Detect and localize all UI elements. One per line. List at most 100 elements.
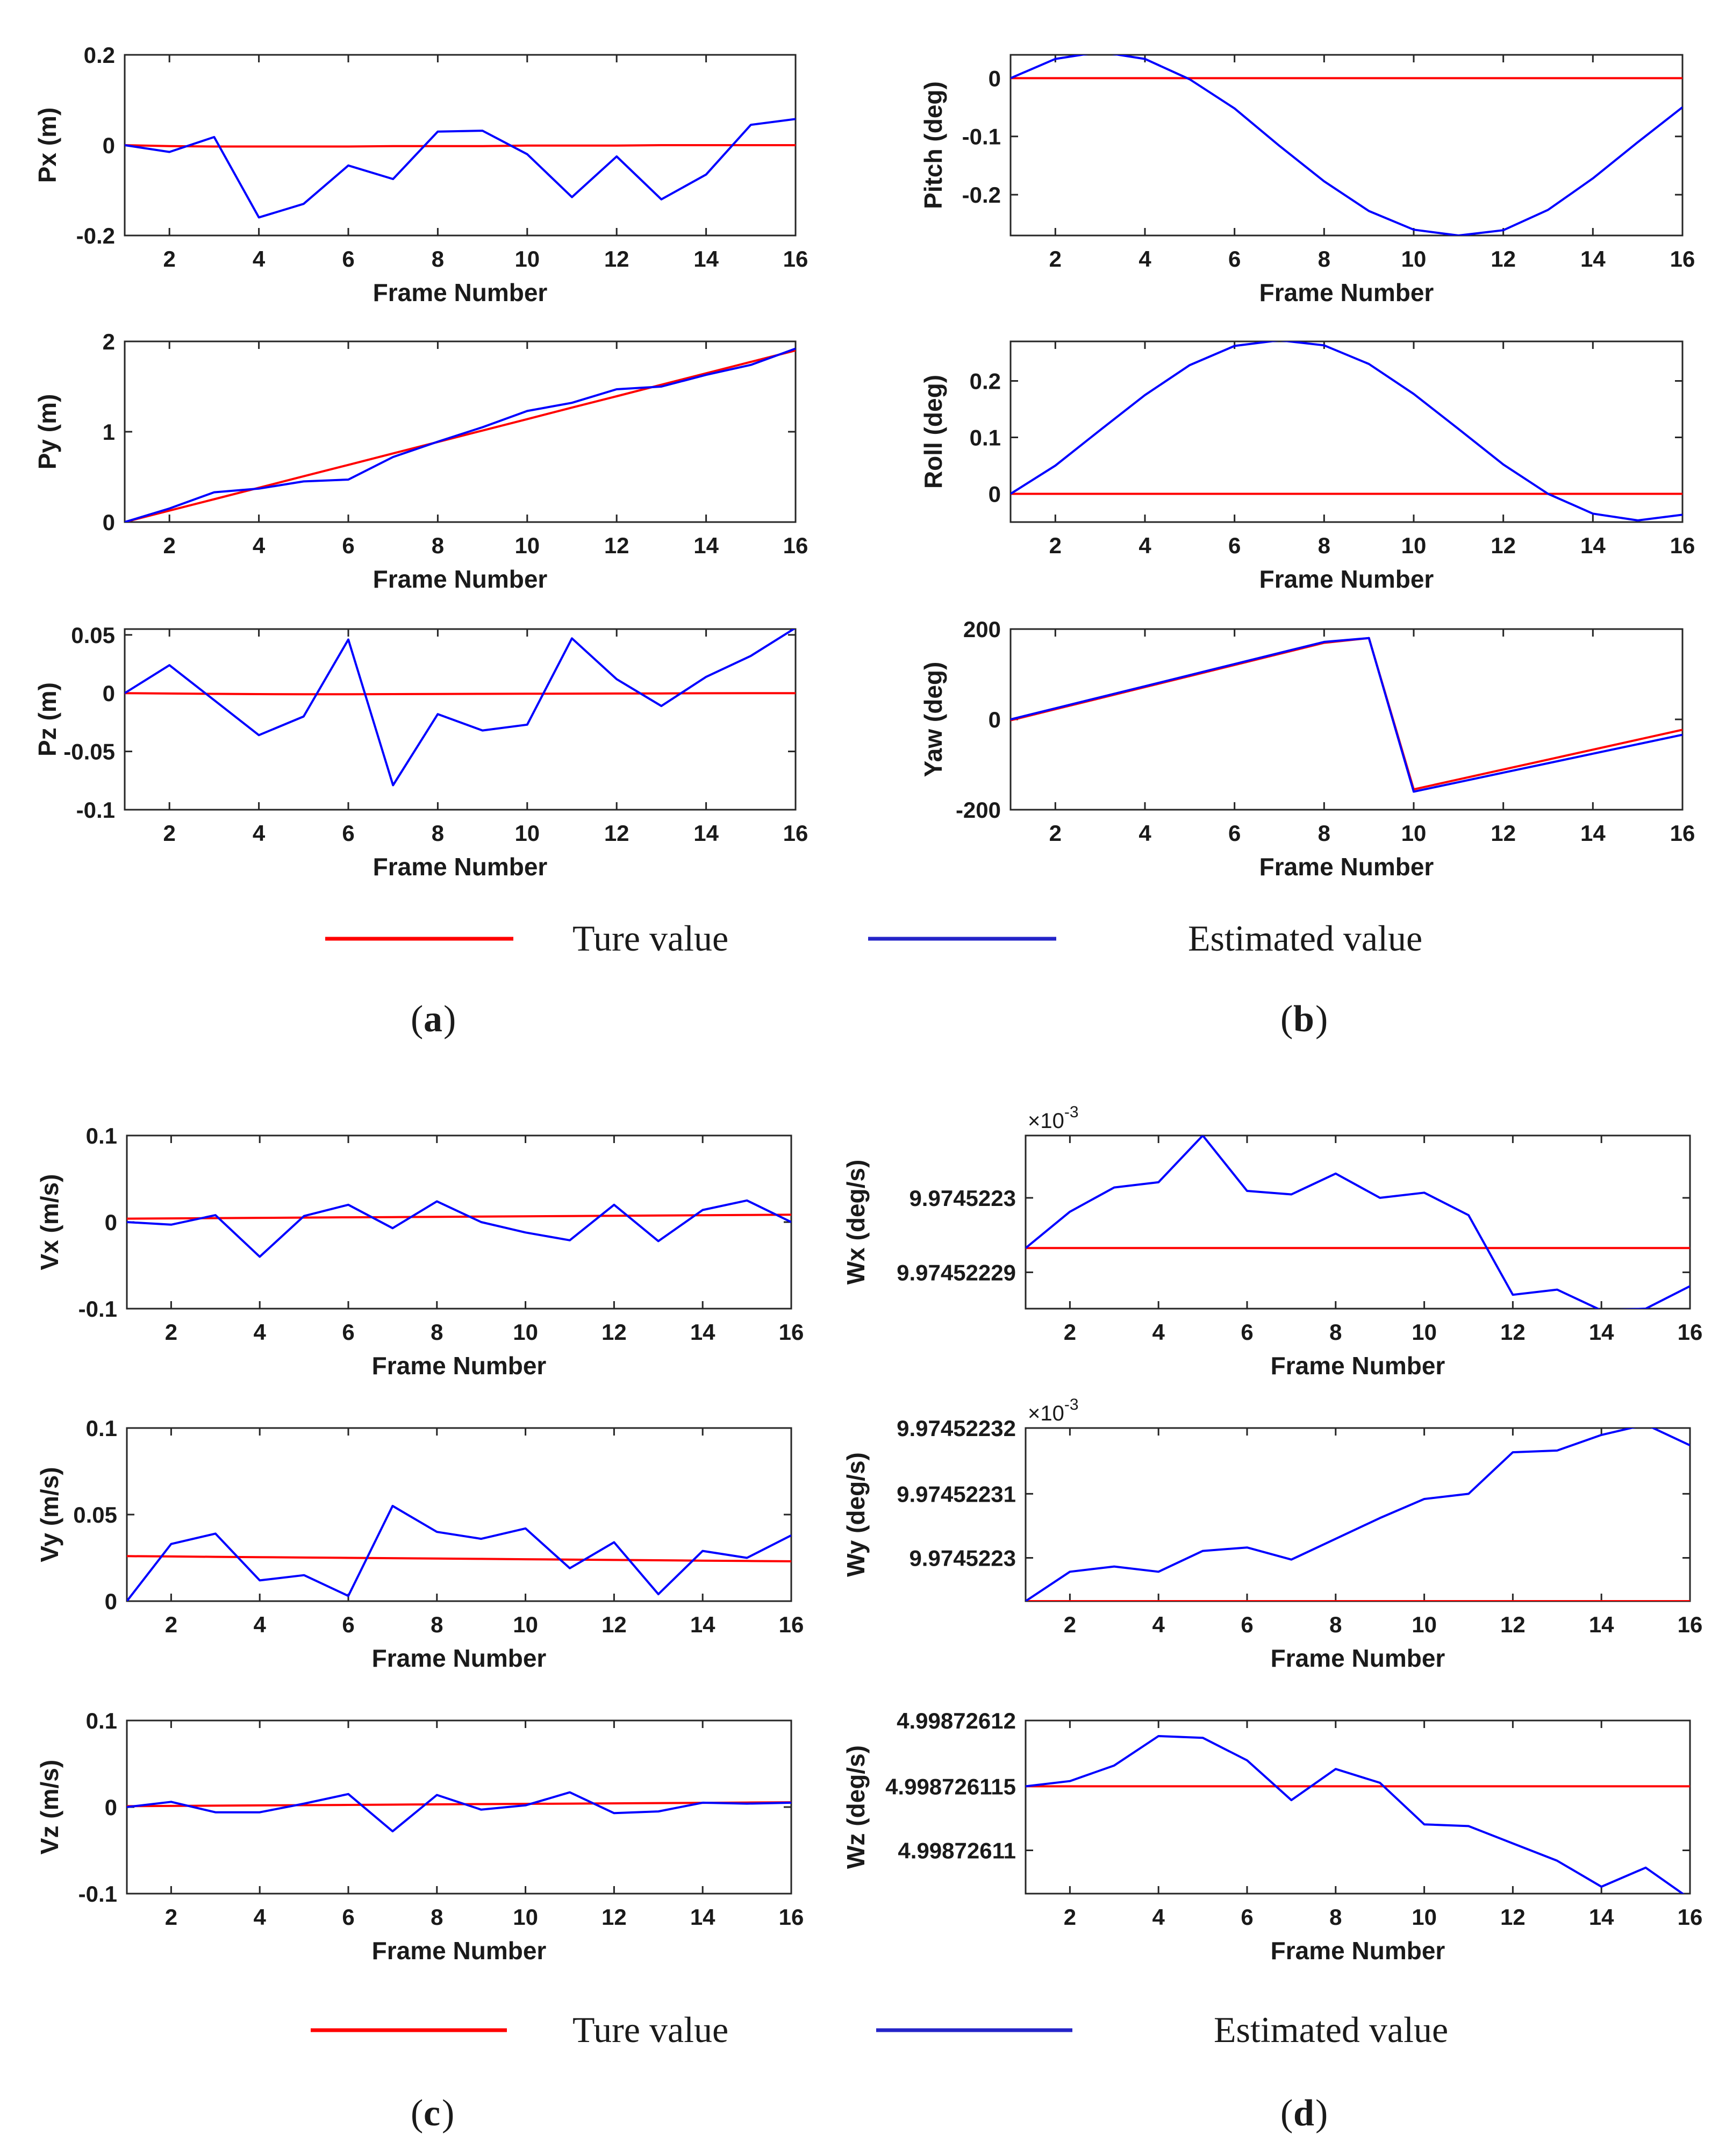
x-tick-label: 16 [1670, 533, 1695, 558]
y-tick-label: 9.97452231 [897, 1481, 1016, 1507]
svg-text:(: ( [411, 998, 423, 1040]
x-axis-label: Frame Number [373, 853, 548, 881]
y-axis-label: Py (m) [33, 394, 61, 470]
y-tick-label: -0.1 [76, 797, 115, 823]
plot-area [1025, 1719, 1691, 1895]
x-tick-label: 8 [1329, 1612, 1342, 1637]
caption-a-letter: a [424, 998, 442, 1040]
y-tick-label: 0.05 [73, 1502, 117, 1527]
caption-b-letter: b [1293, 998, 1314, 1040]
series-line-estimated [127, 1504, 791, 1601]
plot-area [124, 340, 797, 523]
x-tick-label: 14 [690, 1612, 715, 1637]
x-tick-label: 10 [513, 1904, 538, 1930]
x-axis-label: Frame Number [372, 1937, 547, 1965]
y-tick-label: 9.9745223 [909, 1546, 1016, 1571]
x-tick-label: 8 [431, 1904, 443, 1930]
y-tick-label: -200 [956, 797, 1001, 823]
series-line-estimated [1011, 341, 1682, 522]
y-tick-label: 0.2 [970, 369, 1001, 394]
caption-d: ( d ) [1280, 2093, 1328, 2134]
chart-pz: 2 4 6 8 10 12 14 16 -0.1 -0.05 0 0.05 Frame Number Pz… [33, 623, 808, 881]
x-tick-label: 14 [1589, 1904, 1614, 1930]
series-line-estimated [1011, 55, 1682, 235]
caption-a: ( a ) [411, 998, 456, 1040]
x-tick-label: 16 [783, 246, 808, 272]
plot-area [1025, 1134, 1691, 1310]
y-axis-label: Wy (deg/s) [842, 1452, 870, 1577]
x-tick-label: 16 [783, 533, 808, 558]
chart-wy: 2 4 6 8 10 12 14 16 9.97452232 9.97452231 9.974522… [842, 1396, 1702, 1672]
x-tick-label: 10 [514, 246, 540, 272]
y-tick-label: 0.05 [71, 623, 115, 648]
x-tick-label: 10 [1401, 246, 1427, 272]
x-tick-label: 10 [1401, 820, 1427, 846]
x-axis-label: Frame Number [1259, 853, 1434, 881]
series-line-estimated [125, 347, 796, 522]
x-tick-label: 4 [1152, 1612, 1165, 1637]
legend-bottom-estimated-label: Estimated value [1214, 2009, 1448, 2050]
x-tick-label: 16 [783, 820, 808, 846]
x-tick-label: 14 [1580, 820, 1606, 846]
x-tick-label: 12 [601, 1612, 627, 1637]
legend-top-estimated-label: Estimated value [1188, 918, 1422, 959]
y-tick-label: 0 [105, 1795, 117, 1820]
x-tick-label: 14 [1580, 246, 1606, 272]
chart-pitch: 2 4 6 8 10 12 14 16 -0.2 -0.1 0 Frame Number Pitch (… [919, 54, 1695, 306]
x-tick-label: 4 [253, 820, 266, 846]
y-tick-label: -0.1 [78, 1296, 117, 1322]
x-tick-label: 8 [1318, 533, 1330, 558]
x-tick-label: 4 [1152, 1904, 1165, 1930]
y-tick-label: 1 [103, 419, 115, 445]
x-tick-label: 8 [1318, 820, 1330, 846]
series-line-estimated [125, 118, 796, 219]
x-tick-label: 6 [342, 1319, 354, 1345]
x-tick-label: 2 [165, 1904, 177, 1930]
y-tick-label: -0.1 [962, 124, 1001, 149]
y-axis-label: Pitch (deg) [919, 81, 947, 209]
y-tick-label: 0 [103, 510, 115, 535]
y-tick-label: 0.1 [86, 1708, 117, 1733]
x-tick-label: 10 [514, 820, 540, 846]
x-tick-label: 16 [1678, 1904, 1703, 1930]
x-tick-label: 4 [1152, 1319, 1165, 1345]
series-line-estimated [1026, 1136, 1690, 1309]
y-axis-label: Vz (m/s) [35, 1760, 63, 1854]
x-tick-label: 2 [1064, 1612, 1076, 1637]
x-tick-label: 6 [1241, 1319, 1253, 1345]
caption-c: ( c ) [411, 2093, 454, 2134]
y-tick-label: -0.05 [63, 739, 115, 765]
x-tick-label: 2 [165, 1319, 177, 1345]
axis-exponent-power: -3 [1064, 1103, 1079, 1121]
x-tick-label: 8 [1329, 1319, 1342, 1345]
svg-text:): ) [1315, 2093, 1328, 2134]
x-axis-label: Frame Number [1271, 1644, 1445, 1672]
y-tick-label: 200 [963, 617, 1001, 642]
x-tick-label: 12 [1491, 820, 1516, 846]
x-tick-label: 10 [1412, 1612, 1437, 1637]
chart-roll: 2 4 6 8 10 12 14 16 0 0.1 0.2 Frame Number Roll (deg… [919, 340, 1695, 593]
x-tick-label: 14 [693, 246, 719, 272]
y-tick-label: -0.2 [76, 223, 115, 248]
x-tick-label: 8 [431, 1319, 443, 1345]
svg-text:): ) [1315, 998, 1328, 1040]
x-tick-label: 2 [163, 246, 176, 272]
x-tick-label: 8 [432, 820, 444, 846]
caption-b: ( b ) [1280, 998, 1328, 1040]
x-axis-label: Frame Number [1271, 1352, 1445, 1380]
chart-vy: 2 4 6 8 10 12 14 16 0 0.05 0.1 Frame Number Vy (m/s) [35, 1416, 804, 1672]
x-tick-label: 8 [432, 533, 444, 558]
y-tick-label: 9.9745223 [909, 1186, 1016, 1211]
y-tick-label: 0 [989, 707, 1001, 732]
x-tick-label: 16 [1678, 1612, 1703, 1637]
x-tick-label: 2 [1049, 820, 1062, 846]
chart-wz: 2 4 6 8 10 12 14 16 4.99872612 4.998726115 4.99872… [842, 1708, 1702, 1965]
x-tick-label: 6 [1228, 246, 1241, 272]
x-axis-label: Frame Number [1259, 279, 1434, 306]
y-tick-label: 0 [103, 133, 115, 158]
y-tick-label: 0.2 [84, 42, 115, 68]
svg-text:): ) [443, 998, 456, 1040]
x-tick-label: 12 [604, 820, 629, 846]
